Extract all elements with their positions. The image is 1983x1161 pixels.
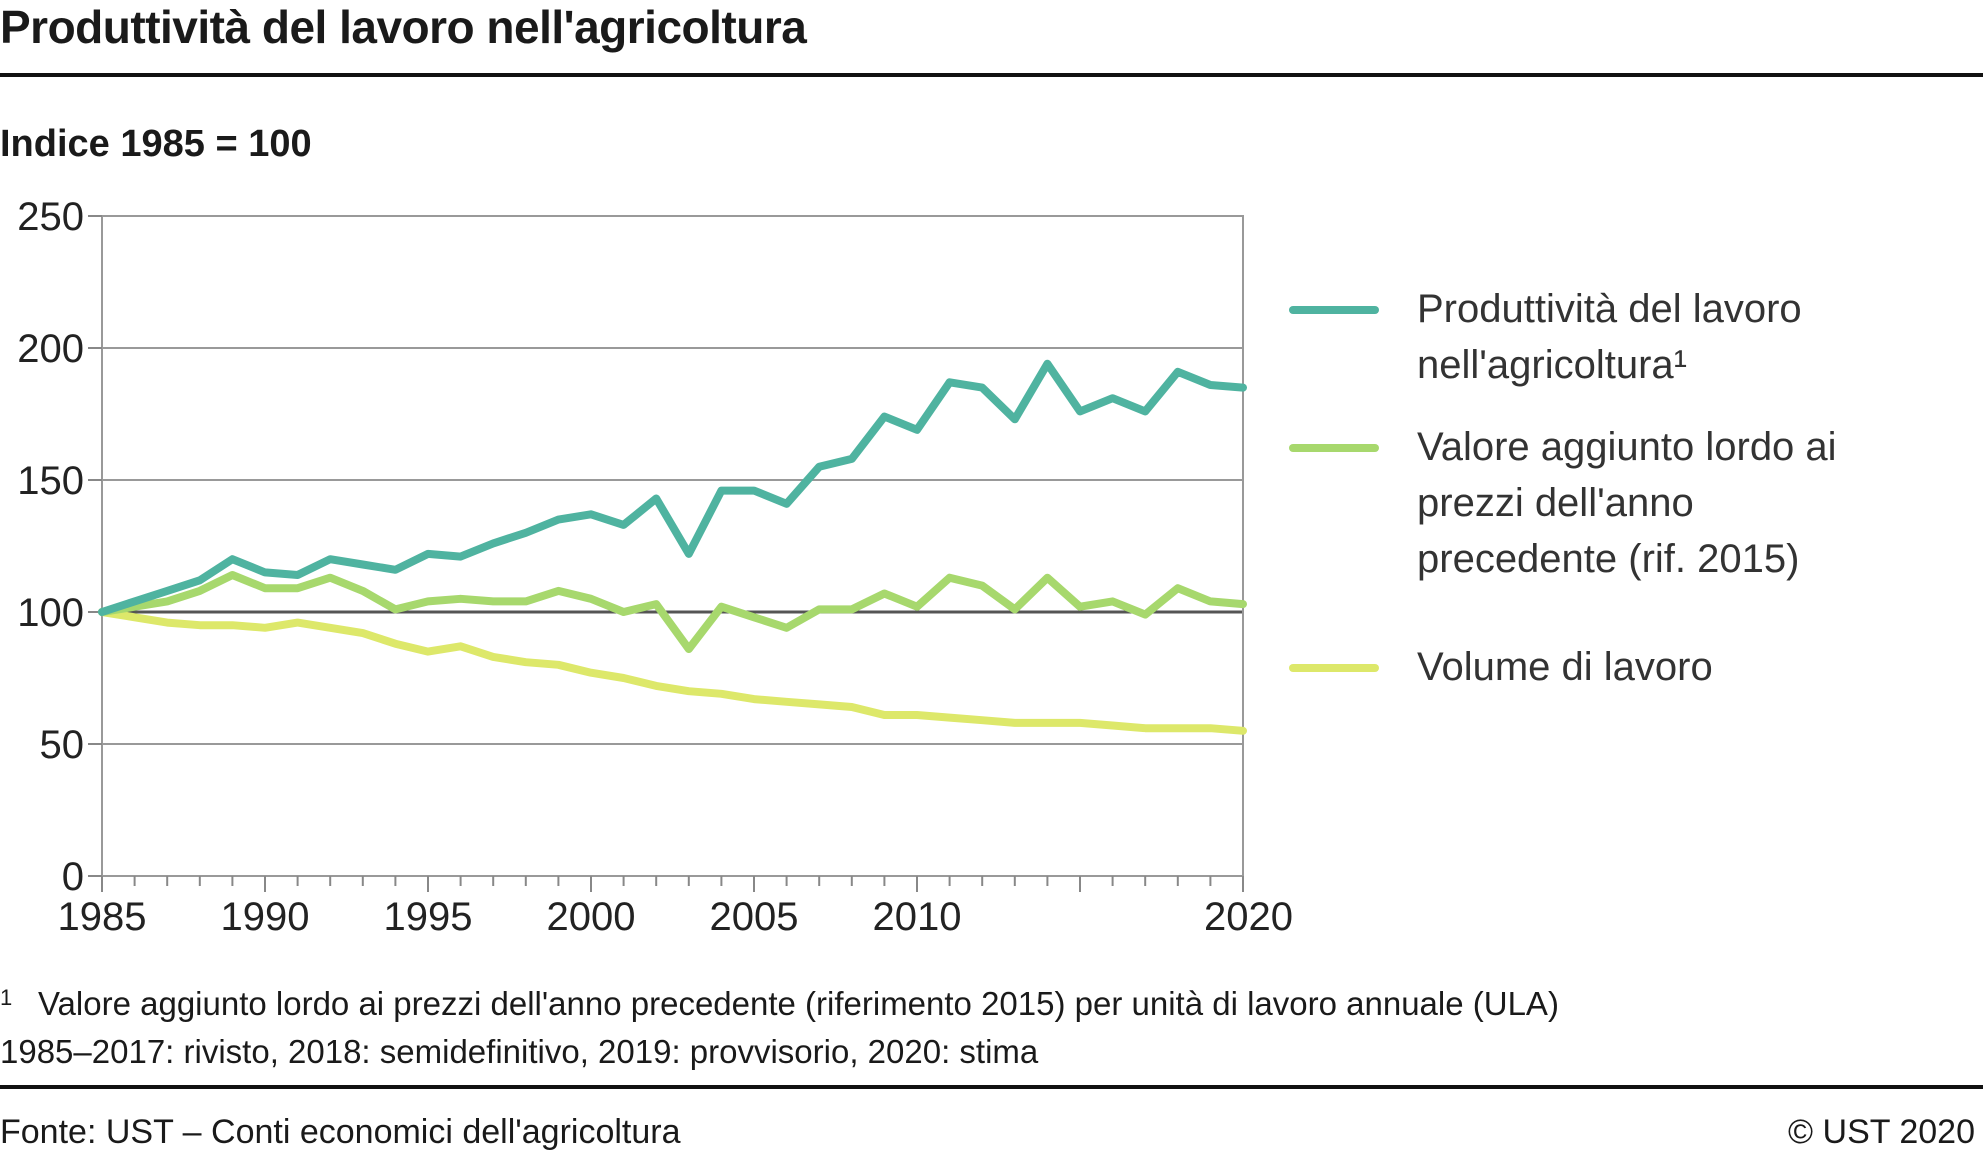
footnote-line-2: 1985–2017: rivisto, 2018: semidefinitivo… [0, 1033, 1039, 1070]
series-line [98, 359, 1247, 616]
series-lines [98, 359, 1247, 735]
y-tick-label: 0 [62, 855, 84, 899]
legend-label: precedente (rif. 2015) [1417, 537, 1799, 581]
legend-label: Produttività del lavoro [1417, 287, 1802, 331]
y-tick-label: 100 [17, 591, 84, 635]
legend-label: prezzi dell'anno [1417, 481, 1694, 525]
x-tick-label: 1985 [58, 895, 147, 939]
line-chart: 0 50 100 150 200 250 1985 1990 1995 2000 2005 2010… [17, 195, 1837, 939]
x-tick-label: 2005 [710, 895, 799, 939]
legend-label: nell'agricoltura¹ [1417, 343, 1687, 387]
series-line [98, 571, 1247, 653]
series-line [98, 608, 1247, 735]
x-tick-label: 2000 [547, 895, 636, 939]
y-tick-label: 200 [17, 327, 84, 371]
footer-divider [0, 1085, 1983, 1089]
grid-lines [101, 215, 1244, 877]
x-tick-label: 2010 [873, 895, 962, 939]
y-tick-label: 50 [40, 723, 85, 767]
title-divider [0, 73, 1983, 77]
x-tick-label: 1995 [384, 895, 473, 939]
x-tick-label: 1990 [221, 895, 310, 939]
chart-subtitle: Indice 1985 = 100 [0, 123, 312, 165]
chart-title: Produttività del lavoro nell'agricoltura [0, 1, 807, 53]
y-tick-labels: 0 50 100 150 200 250 [17, 195, 84, 899]
y-tick-label: 250 [17, 195, 84, 239]
legend: Produttività del lavoro nell'agricoltura¹… [1289, 287, 1837, 689]
footnote-marker: 1 [0, 985, 13, 1010]
source-text: Fonte: UST – Conti economici dell'agrico… [0, 1113, 681, 1151]
x-tick-labels: 1985 1990 1995 2000 2005 2010 2020 [58, 895, 1293, 939]
footnote-line-1: Valore aggiunto lordo ai prezzi dell'ann… [38, 985, 1559, 1022]
legend-label: Volume di lavoro [1417, 645, 1713, 689]
copyright-text: © UST 2020 [1788, 1113, 1975, 1151]
legend-label: Valore aggiunto lordo ai [1417, 425, 1837, 469]
y-tick-label: 150 [17, 459, 84, 503]
plot-frame [101, 215, 1244, 877]
axis-ticks [88, 215, 1244, 892]
x-tick-label: 2020 [1204, 895, 1293, 939]
